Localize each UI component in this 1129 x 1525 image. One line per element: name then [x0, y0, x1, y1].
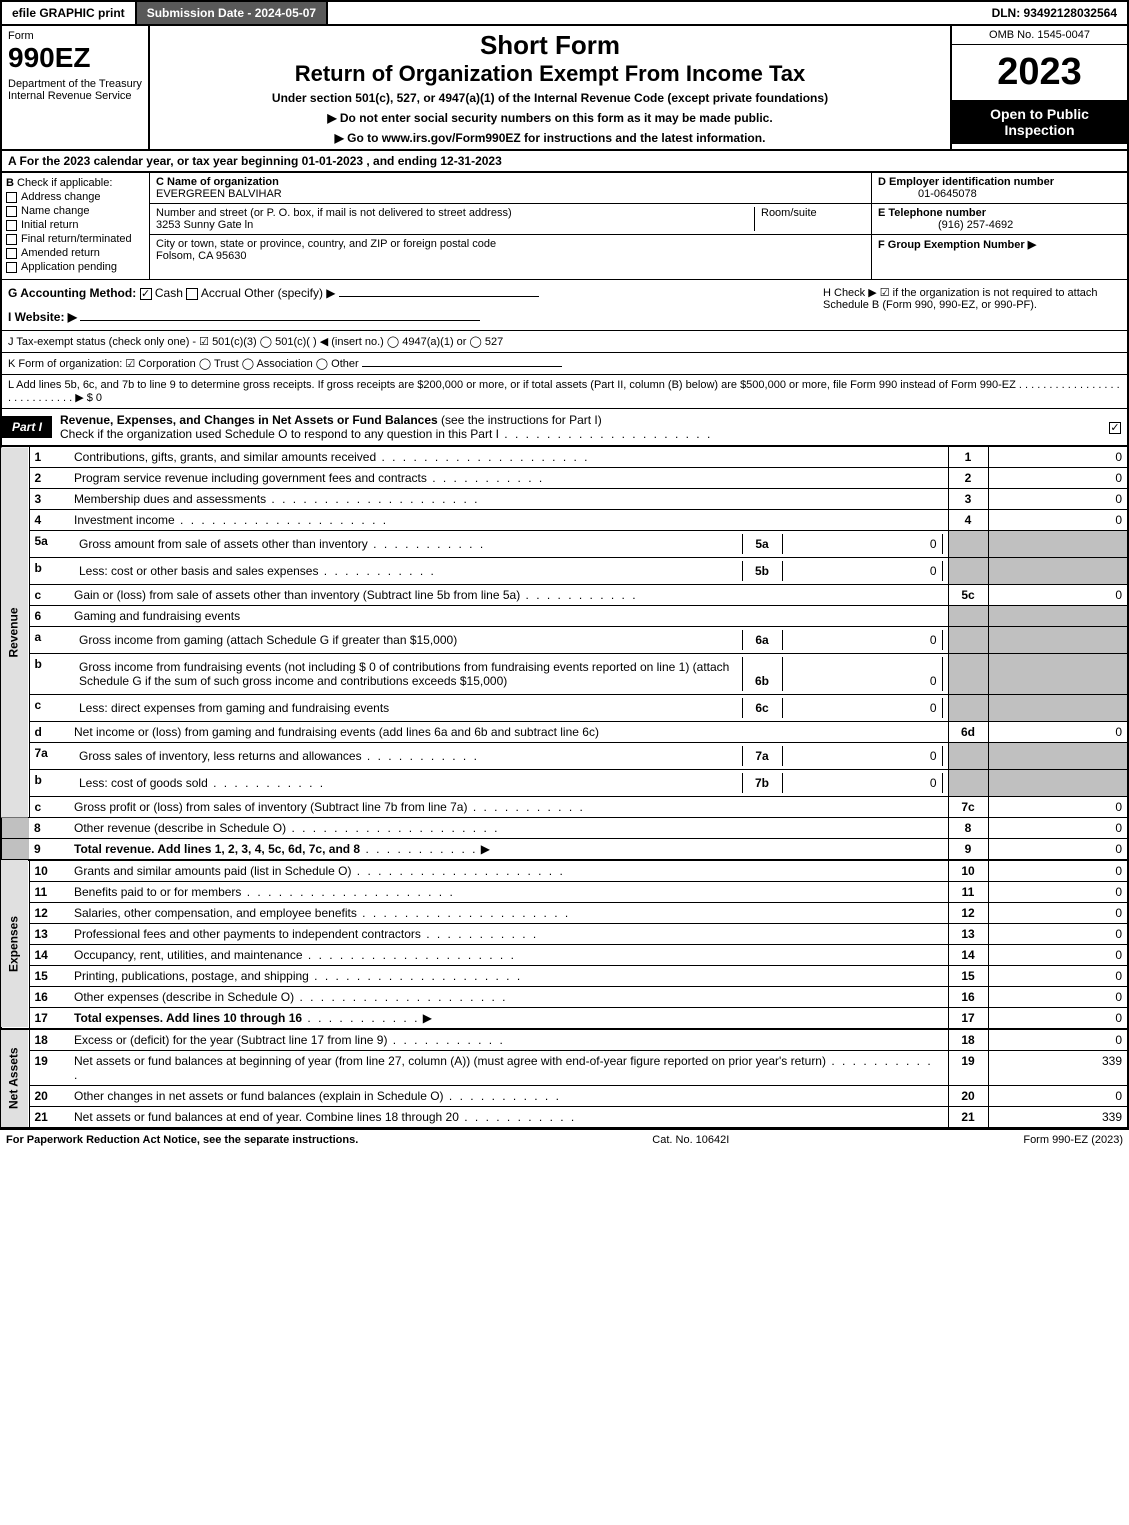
row-l: L Add lines 5b, 6c, and 7b to line 9 to … [0, 374, 1129, 408]
section-h: H Check ▶ ☑ if the organization is not r… [817, 280, 1127, 330]
tax-year: 2023 [952, 45, 1127, 100]
accounting-method-label: G Accounting Method: [8, 286, 136, 300]
header-left: Form 990EZ Department of the Treasury In… [2, 26, 150, 149]
footer-center: Cat. No. 10642I [358, 1134, 1023, 1146]
instructions-link[interactable]: ▶ Go to www.irs.gov/Form990EZ for instru… [154, 131, 946, 145]
section-b: B Check if applicable: Address change Na… [2, 173, 150, 279]
ein-value: 01-0645078 [878, 188, 977, 200]
under-section: Under section 501(c), 527, or 4947(a)(1)… [154, 91, 946, 105]
row-j: J Tax-exempt status (check only one) - ☑… [0, 330, 1129, 352]
expenses-sidebar: Expenses [1, 860, 29, 1028]
netassets-table: Net Assets 18Excess or (deficit) for the… [0, 1028, 1129, 1129]
page-footer: For Paperwork Reduction Act Notice, see … [0, 1129, 1129, 1150]
org-name: EVERGREEN BALVIHAR [156, 188, 282, 200]
short-form-title: Short Form [154, 30, 946, 61]
row-a-tax-year: A For the 2023 calendar year, or tax yea… [0, 151, 1129, 173]
dln-label: DLN: 93492128032564 [982, 2, 1127, 24]
form-header: Form 990EZ Department of the Treasury In… [0, 26, 1129, 151]
form-label: Form [8, 30, 142, 42]
public-inspection: Open to Public Inspection [952, 100, 1127, 144]
expenses-table: Expenses 10Grants and similar amounts pa… [0, 859, 1129, 1028]
room-suite-label: Room/suite [755, 207, 865, 231]
website-input[interactable] [80, 320, 480, 321]
submission-date: Submission Date - 2024-05-07 [137, 2, 328, 24]
row-g-h: G Accounting Method: Cash Accrual Other … [0, 279, 1129, 330]
return-title: Return of Organization Exempt From Incom… [154, 61, 946, 87]
chk-accrual[interactable] [186, 288, 198, 300]
street-label: Number and street (or P. O. box, if mail… [156, 207, 512, 219]
chk-amended-return[interactable] [6, 248, 17, 259]
other-specify-input[interactable] [339, 296, 539, 297]
revenue-table: Revenue 1Contributions, gifts, grants, a… [0, 447, 1129, 859]
group-exemption-label: F Group Exemption Number ▶ [878, 239, 1036, 251]
ssn-warning: ▶ Do not enter social security numbers o… [154, 111, 946, 125]
city-label: City or town, state or province, country… [156, 238, 496, 250]
section-c: C Name of organization EVERGREEN BALVIHA… [150, 173, 872, 279]
section-d-e-f: D Employer identification number01-06450… [872, 173, 1127, 279]
tel-label: E Telephone number [878, 207, 986, 219]
section-b-to-f: B Check if applicable: Address change Na… [0, 173, 1129, 279]
row-k: K Form of organization: ☑ Corporation ◯ … [0, 352, 1129, 374]
chk-name-change[interactable] [6, 206, 17, 217]
header-right: OMB No. 1545-0047 2023 Open to Public In… [952, 26, 1127, 149]
other-org-input[interactable] [362, 366, 562, 367]
omb-number: OMB No. 1545-0047 [952, 26, 1127, 45]
part-1-header: Part I Revenue, Expenses, and Changes in… [0, 408, 1129, 447]
city: Folsom, CA 95630 [156, 250, 247, 262]
form-number: 990EZ [8, 42, 142, 74]
street: 3253 Sunny Gate ln [156, 219, 253, 231]
top-bar: efile GRAPHIC print Submission Date - 20… [0, 0, 1129, 26]
part-1-tag: Part I [2, 416, 52, 438]
section-g-i: G Accounting Method: Cash Accrual Other … [2, 280, 817, 330]
chk-application-pending[interactable] [6, 262, 17, 273]
revenue-sidebar: Revenue [1, 447, 29, 818]
department-label: Department of the Treasury Internal Reve… [8, 78, 142, 102]
footer-right: Form 990-EZ (2023) [1023, 1134, 1123, 1146]
chk-address-change[interactable] [6, 192, 17, 203]
ein-label: D Employer identification number [878, 176, 1054, 188]
website-label: I Website: ▶ [8, 310, 77, 324]
chk-cash[interactable] [140, 288, 152, 300]
tel-value: (916) 257-4692 [878, 219, 1013, 231]
footer-left: For Paperwork Reduction Act Notice, see … [6, 1134, 358, 1146]
org-name-label: C Name of organization [156, 176, 279, 188]
chk-initial-return[interactable] [6, 220, 17, 231]
chk-final-return[interactable] [6, 234, 17, 245]
header-center: Short Form Return of Organization Exempt… [150, 26, 952, 149]
efile-print-button[interactable]: efile GRAPHIC print [2, 2, 137, 24]
part-1-title: Revenue, Expenses, and Changes in Net As… [52, 409, 720, 445]
chk-schedule-o[interactable] [1109, 422, 1121, 434]
netassets-sidebar: Net Assets [1, 1029, 29, 1128]
